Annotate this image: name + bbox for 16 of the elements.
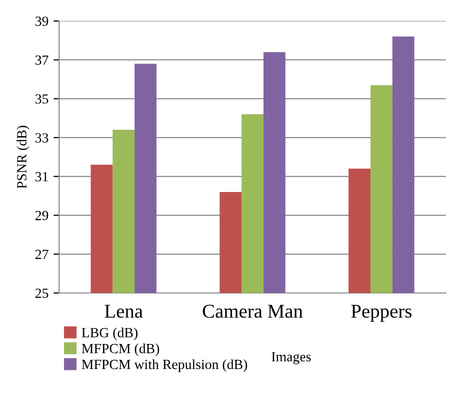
legend-label: LBG (dB) bbox=[82, 328, 138, 340]
legend-label: MFPCM with Repulsion (dB) bbox=[82, 359, 248, 372]
legend-label: MFPCM (dB) bbox=[82, 343, 160, 356]
y-tick-label: 35 bbox=[36, 94, 48, 104]
y-tick-label: 29 bbox=[35, 210, 48, 220]
x-axis-title: Images bbox=[272, 352, 311, 364]
y-tick-label: 27 bbox=[35, 250, 48, 259]
y-tick-label: 33 bbox=[36, 133, 48, 143]
y-tick-label: 25 bbox=[35, 288, 48, 298]
x-tick-label: Lena bbox=[104, 304, 143, 318]
y-tick-label: 39 bbox=[36, 16, 48, 26]
x-tick-label: Camera Man bbox=[202, 304, 303, 318]
y-axis-title: PSNR (dB) bbox=[16, 126, 30, 188]
y-tick-label: 37 bbox=[36, 55, 48, 65]
x-tick-label: Peppers bbox=[351, 304, 412, 322]
y-tick-label: 31 bbox=[36, 172, 48, 182]
